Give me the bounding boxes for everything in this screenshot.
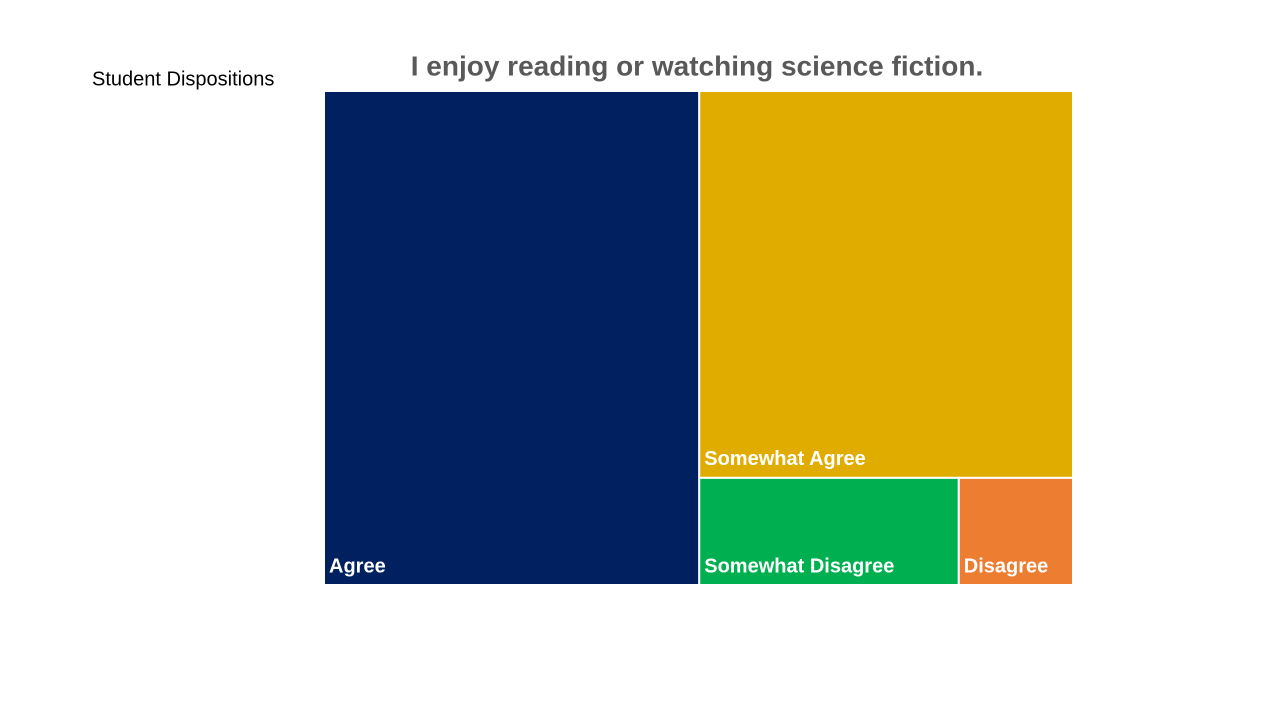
tile	[323, 90, 701, 586]
tile-label: Disagree	[964, 555, 1049, 577]
tile-label: Somewhat Disagree	[704, 555, 894, 577]
tile-label: Somewhat Agree	[704, 448, 866, 470]
chart-title: I enjoy reading or watching science fict…	[411, 50, 984, 81]
tile	[957, 476, 1074, 586]
tile	[698, 90, 1074, 479]
slide-label: Student Dispositions	[92, 68, 274, 90]
tile-label: Agree	[329, 555, 386, 577]
tile	[698, 476, 960, 586]
